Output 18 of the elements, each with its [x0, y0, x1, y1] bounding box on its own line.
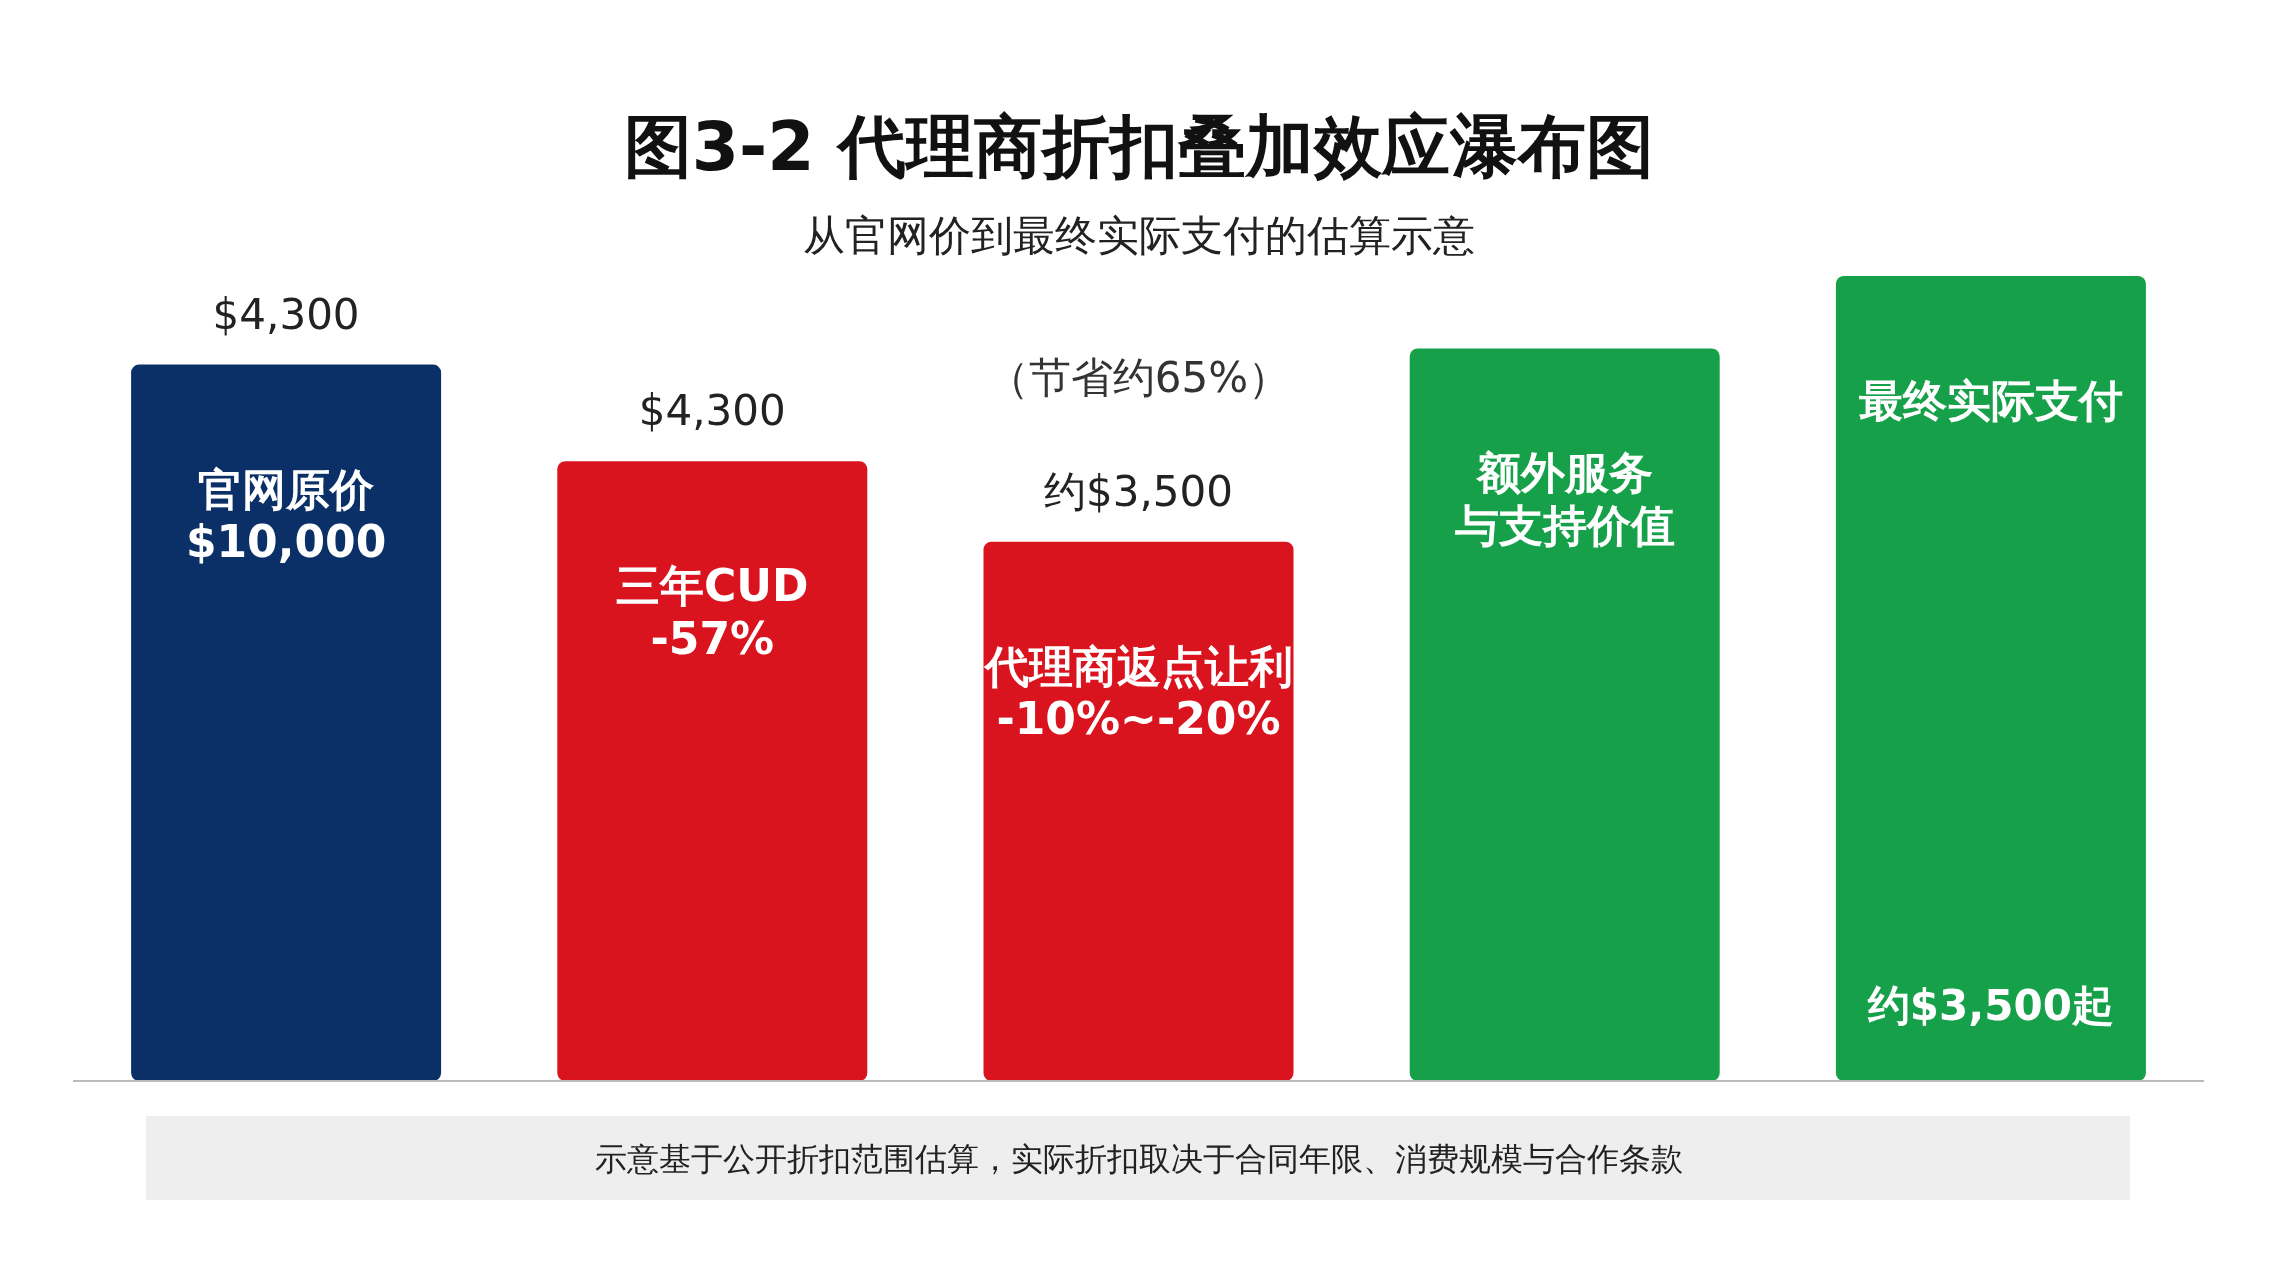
annotation: $4,300 — [212, 289, 360, 339]
bar — [1835, 276, 2146, 1081]
x-tick-label: 额外服务与支持价值 — [1454, 447, 1675, 552]
annotation: 约$3,500起 — [1866, 981, 2114, 1030]
chart-subtitle: 从官网价到最终实际支付的估算示意 — [803, 211, 1475, 260]
bar — [1409, 348, 1720, 1081]
text: 示意基于公开折扣范围估算，实际折扣取决于合同年限、消费规模与合作条款 — [595, 1140, 1683, 1178]
bar — [557, 461, 868, 1081]
x-tick-label: 三年CUD -57% — [616, 560, 809, 664]
x-tick-label: 最终实际支付 — [1858, 375, 2123, 426]
bar — [983, 541, 1294, 1081]
annotation: 约$3,500 — [1044, 466, 1233, 516]
x-tick-label: 代理商返点让利 -10%~-20% — [982, 640, 1293, 745]
x-tick-label: 官网原价 $10,000 — [185, 463, 387, 568]
bar — [131, 364, 442, 1081]
annotation: （节省约65%） — [986, 353, 1291, 402]
annotation: $4,300 — [638, 386, 786, 436]
chart-title: 图3-2 代理商折扣叠加效应瀑布图 — [623, 107, 1655, 186]
